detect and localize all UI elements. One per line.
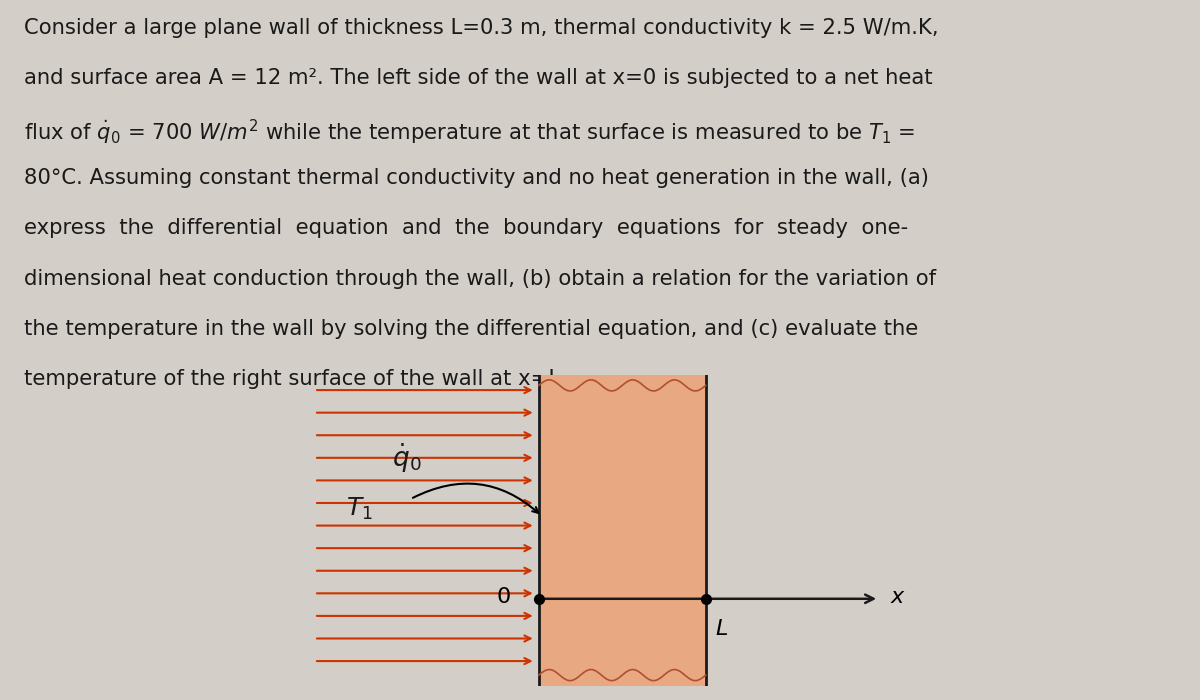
Text: Consider a large plane wall of thickness L=0.3 m, thermal conductivity k = 2.5 W: Consider a large plane wall of thickness… (24, 18, 938, 38)
Text: 80°C. Assuming constant thermal conductivity and no heat generation in the wall,: 80°C. Assuming constant thermal conducti… (24, 168, 929, 188)
Text: $x$: $x$ (890, 587, 906, 607)
Text: express  the  differential  equation  and  the  boundary  equations  for  steady: express the differential equation and th… (24, 218, 908, 238)
Text: flux of $\dot{q}_0$ = 700 $W/m^2$ while the temperature at that surface is measu: flux of $\dot{q}_0$ = 700 $W/m^2$ while … (24, 118, 916, 147)
Text: $\dot{q}_0$: $\dot{q}_0$ (392, 442, 422, 475)
Text: dimensional heat conduction through the wall, (b) obtain a relation for the vari: dimensional heat conduction through the … (24, 269, 936, 288)
Text: temperature of the right surface of the wall at x=L.: temperature of the right surface of the … (24, 369, 566, 389)
Bar (539, 374, 706, 686)
Text: the temperature in the wall by solving the differential equation, and (c) evalua: the temperature in the wall by solving t… (24, 318, 918, 339)
Text: $L$: $L$ (715, 619, 728, 639)
Text: and surface area A = 12 m². The left side of the wall at x=0 is subjected to a n: and surface area A = 12 m². The left sid… (24, 68, 932, 88)
Text: 0: 0 (497, 587, 511, 607)
Text: $T_1$: $T_1$ (346, 496, 372, 522)
